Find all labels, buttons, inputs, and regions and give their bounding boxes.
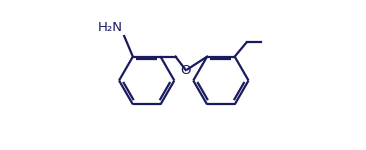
Text: O: O (180, 63, 191, 76)
Text: H₂N: H₂N (98, 21, 123, 34)
